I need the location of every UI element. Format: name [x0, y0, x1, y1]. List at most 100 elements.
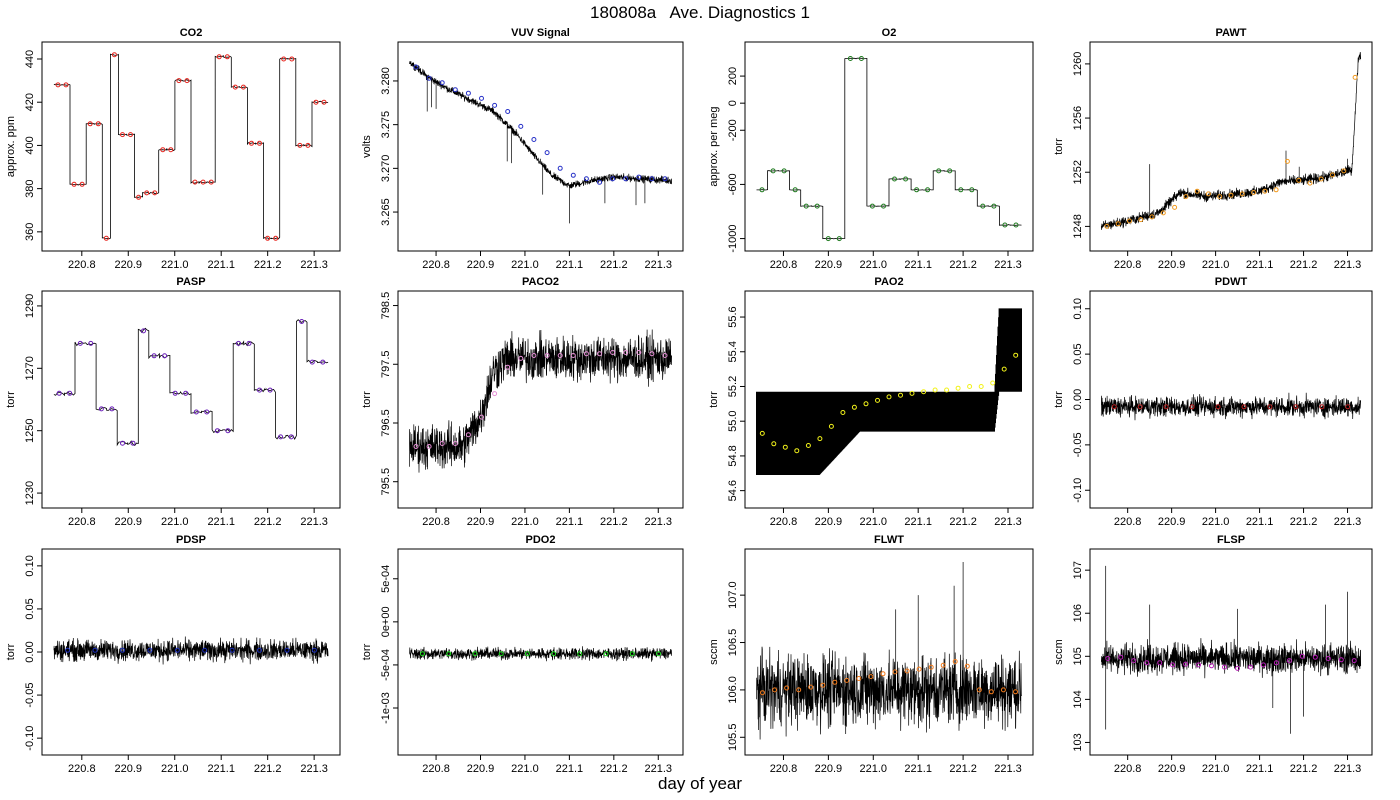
average-points: [759, 352, 1019, 454]
average-point: [313, 99, 319, 105]
average-point: [172, 390, 178, 396]
average-point: [128, 132, 133, 138]
average-point: [808, 684, 814, 690]
y-tick-label: 796.5: [380, 409, 392, 437]
y-tick-label: 0: [727, 100, 739, 106]
average-point: [249, 140, 254, 146]
y-tick-label: -0.05: [1072, 432, 1084, 457]
average-point: [236, 340, 241, 346]
average-point: [1000, 687, 1006, 693]
average-point: [544, 150, 550, 156]
x-tick-label: 220.8: [770, 516, 798, 528]
average-point: [88, 340, 94, 346]
average-point: [623, 350, 629, 355]
x-tick-label: 221.3: [994, 516, 1022, 528]
y-tick-label: 103: [1072, 733, 1084, 751]
average-point: [284, 647, 290, 653]
average-point: [531, 353, 537, 358]
average-point: [193, 409, 199, 415]
average-point: [805, 443, 811, 448]
average-point: [1013, 222, 1019, 228]
average-point: [863, 401, 869, 407]
average-point: [1138, 217, 1144, 223]
x-tick-label: 221.0: [511, 763, 539, 775]
average-point: [969, 187, 975, 193]
average-point: [192, 179, 198, 185]
x-tick-label: 221.3: [645, 763, 673, 775]
average-point: [782, 444, 788, 450]
y-tick-label: 1252: [1072, 160, 1084, 184]
x-tick-label: 221.2: [1290, 516, 1318, 528]
average-point: [932, 387, 938, 393]
panel-pasp: PASP 220.8 220.9 221.0 221.1 221.2 221.3 1230 12…: [5, 276, 341, 528]
raw-trace: [756, 57, 1022, 240]
average-point: [299, 319, 305, 324]
average-point: [1170, 662, 1176, 668]
average-point: [1183, 194, 1189, 200]
y-tick-label: 420: [24, 93, 36, 111]
average-point: [130, 440, 136, 446]
panel-pdwt: PDWT 220.8 220.9 221.0 221.1 221.2 221.3 -0.10 -…: [1053, 276, 1373, 528]
average-point: [772, 687, 778, 693]
x-tick-label: 221.3: [1334, 763, 1362, 775]
average-point: [1273, 187, 1279, 193]
panel-title: PDSP: [176, 534, 206, 546]
average-point: [1248, 664, 1253, 670]
x-tick-label: 221.0: [860, 763, 888, 775]
x-tick-label: 221.2: [600, 516, 628, 528]
panel-flwt: FLWT 220.8 220.9 221.0 221.1 221.2 221.3 105.5 1…: [708, 534, 1034, 775]
y-tick-label: 1256: [1072, 106, 1084, 130]
panel-title: PACO2: [522, 276, 559, 288]
x-tick-label: 220.9: [467, 763, 495, 775]
average-point: [492, 391, 498, 397]
x-tick-label: 221.1: [556, 259, 584, 271]
y-tick-label: 1248: [1072, 214, 1084, 238]
plot-frame: [1089, 41, 1373, 252]
plot-frame: [744, 290, 1034, 509]
x-tick-label: 221.3: [300, 763, 328, 775]
x-tick-label: 221.2: [600, 763, 628, 775]
panel-title: PDWT: [1215, 276, 1248, 288]
y-tick-label: 3.265: [380, 198, 392, 226]
average-point: [991, 203, 997, 209]
average-point: [320, 359, 326, 365]
y-tick-label: 1230: [24, 481, 36, 505]
average-points: [56, 319, 326, 446]
y-tick-label: 0.10: [24, 555, 36, 576]
x-tick-label: 221.3: [994, 763, 1022, 775]
y-tick-label: 54.6: [727, 480, 739, 501]
average-point: [1118, 654, 1124, 660]
y-tick-label: -200: [727, 119, 739, 141]
average-point: [967, 384, 973, 389]
average-point: [413, 444, 419, 449]
y-tick-label: 54.8: [727, 445, 739, 466]
raw-trace: [409, 646, 672, 662]
average-point: [439, 441, 445, 446]
average-point: [1115, 221, 1121, 227]
average-point: [892, 176, 897, 182]
average-point: [1318, 176, 1324, 182]
average-point: [781, 168, 787, 174]
x-tick-label: 220.9: [815, 516, 843, 528]
panel-title: PAWT: [1216, 27, 1247, 39]
average-point: [1235, 665, 1240, 671]
y-tick-label: 0.00: [1072, 389, 1084, 410]
average-point: [240, 84, 246, 90]
average-point: [321, 99, 327, 105]
average-point: [928, 664, 934, 670]
average-point: [814, 203, 820, 209]
average-point: [858, 56, 864, 61]
average-point: [820, 682, 826, 688]
average-point: [557, 165, 563, 171]
average-point: [141, 328, 146, 334]
y-tick-label: 1260: [1072, 52, 1084, 76]
average-points: [759, 56, 1019, 242]
panel-vuv-signal: VUV Signal 220.8 220.9 221.0 221.1 221.2 221.3…: [361, 27, 684, 271]
average-point: [847, 56, 853, 61]
raw-line: [53, 636, 329, 665]
average-points: [65, 647, 317, 653]
average-point: [990, 380, 996, 386]
average-point: [1144, 660, 1150, 666]
average-point: [886, 394, 892, 400]
